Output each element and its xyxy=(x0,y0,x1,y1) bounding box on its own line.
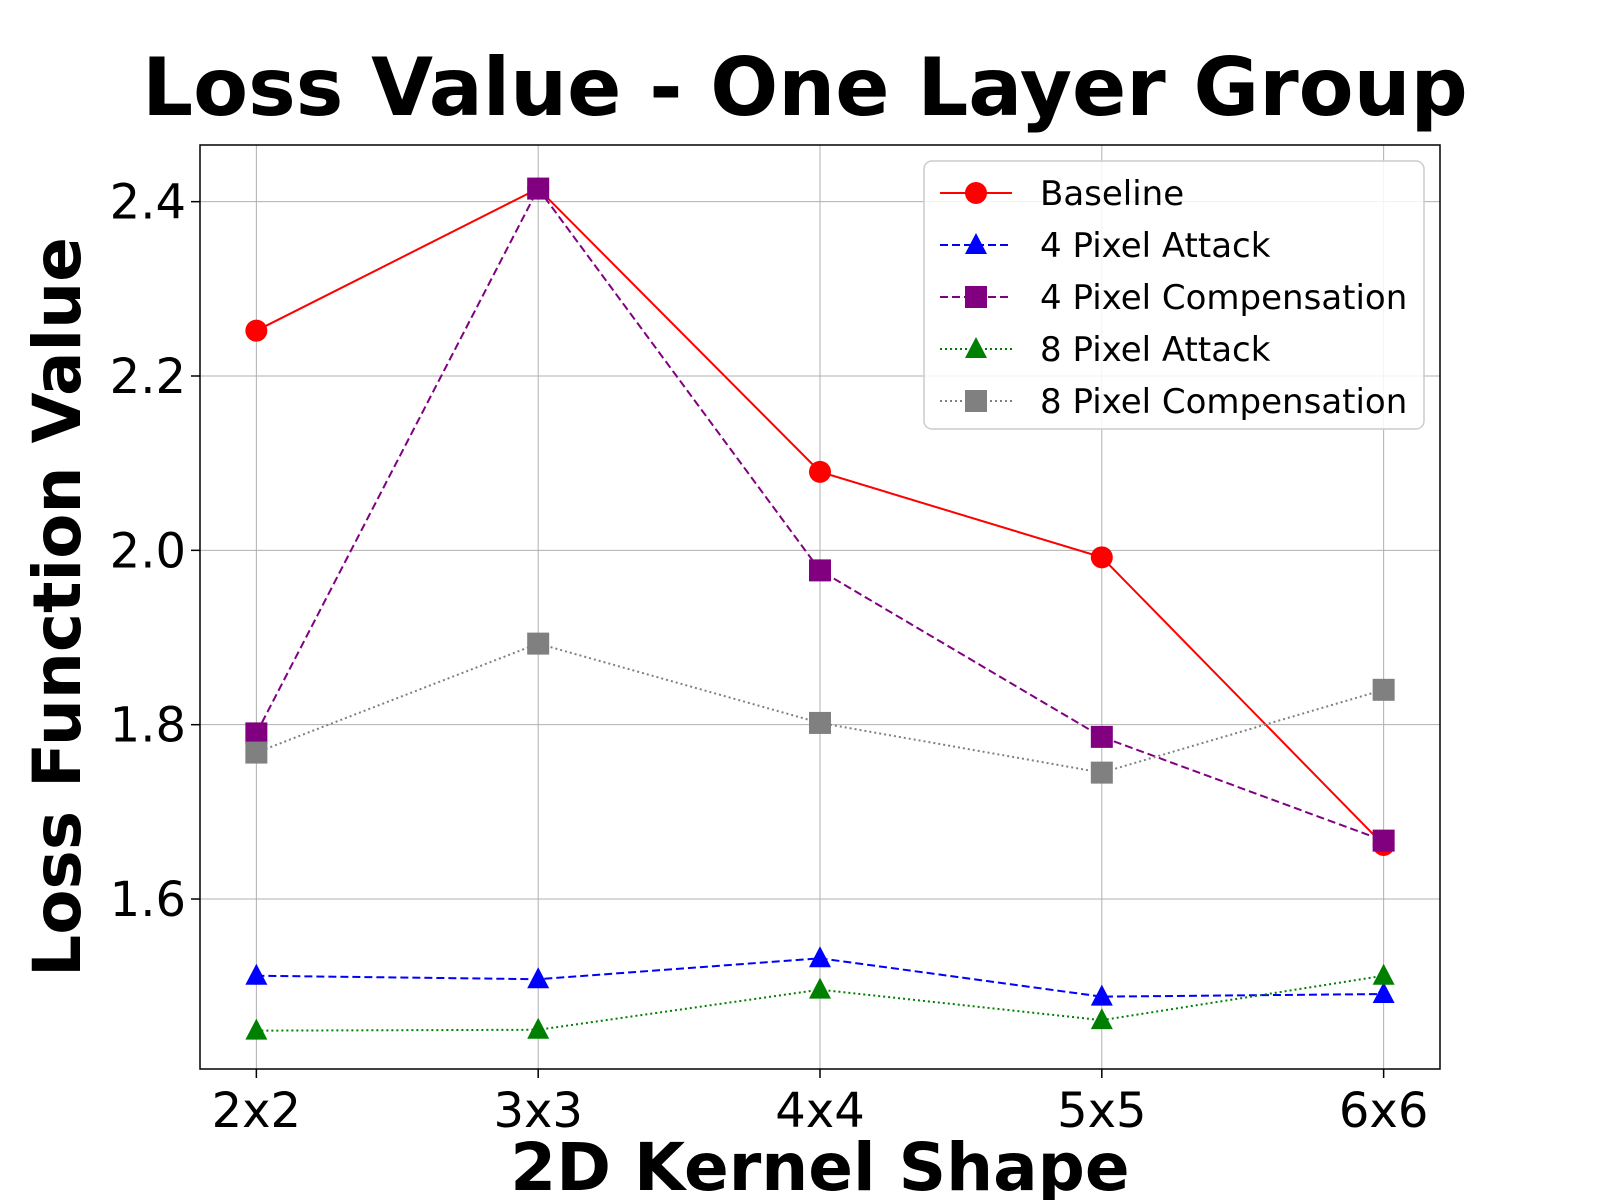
data-point xyxy=(1090,984,1113,1006)
series-line xyxy=(256,642,1384,774)
x-axis-label: 2D Kernel Shape xyxy=(510,1129,1129,1200)
data-point xyxy=(1372,678,1395,701)
legend: Baseline 4 Pixel Attack 4 Pixel Compensati… xyxy=(923,160,1425,430)
data-point xyxy=(245,319,268,342)
x-tick-label: 2x2 xyxy=(212,1083,301,1139)
plot-series xyxy=(245,177,1395,1040)
x-tick-label: 3x3 xyxy=(493,1083,582,1139)
y-tick-label: 2.0 xyxy=(110,523,186,579)
y-axis-label: Loss Function Value xyxy=(19,237,96,977)
series-8-pixel-attack xyxy=(245,963,1395,1040)
data-point xyxy=(1372,963,1395,985)
data-point xyxy=(809,946,831,968)
y-tick-label: 1.8 xyxy=(110,698,186,754)
data-point xyxy=(527,632,550,655)
data-point xyxy=(245,1018,268,1040)
data-point xyxy=(809,559,831,582)
legend-marker xyxy=(965,337,987,358)
x-tick-label: 6x6 xyxy=(1339,1083,1428,1139)
legend-item: Baseline xyxy=(940,174,1184,214)
legend-item: 8 Pixel Compensation xyxy=(940,382,1407,422)
chart-title: Loss Value - One Layer Group xyxy=(142,41,1468,134)
data-point xyxy=(1090,725,1113,748)
x-tick-label: 4x4 xyxy=(775,1083,864,1139)
data-point xyxy=(1090,546,1113,569)
legend-item: 4 Pixel Compensation xyxy=(940,278,1407,318)
y-tick-label: 2.2 xyxy=(110,349,186,405)
legend-marker xyxy=(965,182,987,204)
data-point xyxy=(1372,829,1395,852)
legend-box xyxy=(923,160,1425,430)
data-point xyxy=(809,460,831,483)
x-tick-label: 5x5 xyxy=(1057,1083,1146,1139)
data-point xyxy=(245,741,268,764)
series-4-pixel-attack xyxy=(245,946,1395,1006)
legend-item: 8 Pixel Attack xyxy=(940,330,1271,370)
series-4-pixel-compensation xyxy=(245,177,1395,852)
data-point xyxy=(527,967,550,989)
data-point xyxy=(527,177,550,200)
legend-label: 4 Pixel Compensation xyxy=(1040,278,1407,318)
y-tick-label: 2.4 xyxy=(110,175,186,231)
legend-label: 4 Pixel Attack xyxy=(1040,226,1271,266)
data-point xyxy=(1090,1008,1113,1030)
legend-label: 8 Pixel Attack xyxy=(1040,330,1271,370)
data-point xyxy=(809,977,831,999)
legend-marker xyxy=(965,286,987,308)
data-point xyxy=(1090,761,1113,784)
legend-marker xyxy=(965,233,987,254)
y-tick-label: 1.6 xyxy=(110,872,186,928)
data-point xyxy=(245,722,268,745)
series-8-pixel-compensation xyxy=(245,632,1395,784)
data-point xyxy=(809,711,831,734)
legend-label: Baseline xyxy=(1040,174,1184,214)
legend-label: 8 Pixel Compensation xyxy=(1040,382,1407,422)
legend-marker xyxy=(965,390,987,412)
legend-item: 4 Pixel Attack xyxy=(940,226,1271,266)
data-point xyxy=(245,963,268,985)
axis-ticks: 2x2 3x3 4x4 5x5 6x6 1.6 1.8 2.0 2.2 2.4 xyxy=(110,175,1429,1139)
data-point xyxy=(1372,982,1395,1004)
data-point xyxy=(527,1017,550,1039)
